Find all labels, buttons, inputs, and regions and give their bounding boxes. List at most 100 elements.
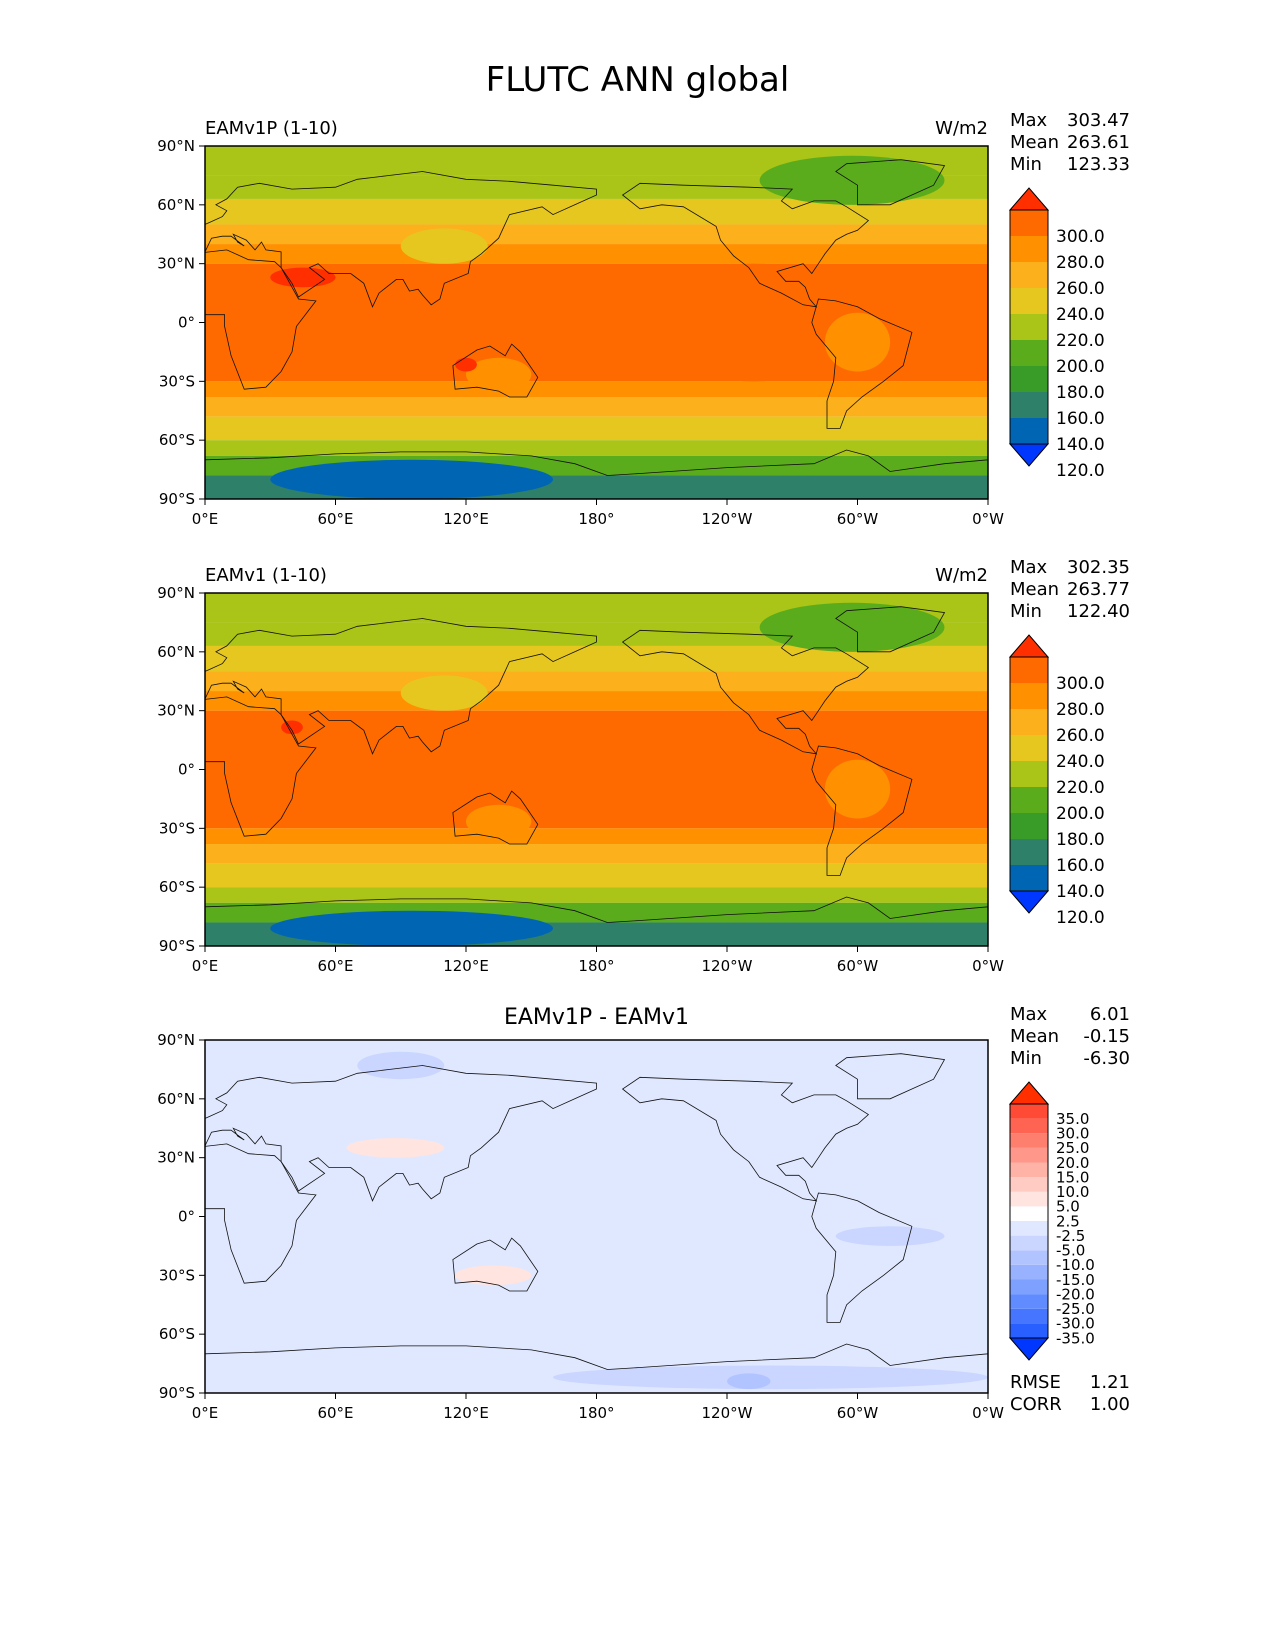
colorbar-level-label: 280.0 [1056, 700, 1105, 720]
stat-value: 263.61 [1067, 132, 1130, 153]
y-tick-label: 60°S [159, 878, 195, 896]
colorbar-level-label: 300.0 [1056, 227, 1105, 247]
colorbar-swatch [1010, 392, 1048, 418]
x-tick-label: 60°E [317, 510, 353, 528]
colorbar-level-label: -30.0 [1056, 1315, 1095, 1333]
y-tick-label: 60°S [159, 1325, 195, 1343]
field-layer [205, 146, 988, 499]
colorbar-extend-min [1008, 443, 1050, 467]
anomaly-region-5 [727, 1373, 771, 1390]
stat-label: Max [1010, 110, 1048, 131]
zonal-band-7 [205, 844, 988, 864]
anomaly-region-0 [357, 1051, 445, 1080]
panel1-title-left: EAMv1P (1-10) [205, 118, 338, 139]
colorbar-level-label: 5.0 [1056, 1198, 1080, 1216]
colorbar-level-label: 180.0 [1056, 830, 1105, 850]
colorbar-level-label: 2.5 [1056, 1212, 1080, 1230]
field-layer [205, 1040, 988, 1393]
x-tick-label: 180° [578, 1404, 614, 1422]
panel2-title-left: EAMv1 (1-10) [205, 565, 327, 586]
x-tick-label: 0°E [192, 957, 219, 975]
x-tick-label: 120°E [443, 1404, 489, 1422]
colorbar-swatch [1010, 683, 1048, 709]
colorbar-swatch [1010, 1250, 1048, 1265]
stat-value: 6.01 [1089, 1004, 1130, 1025]
stat-value: 1.21 [1089, 1372, 1130, 1393]
colorbar-level-label: 240.0 [1056, 305, 1105, 325]
colorbar-swatch [1010, 1308, 1048, 1324]
coastline-greenland [835, 1053, 946, 1100]
coastline-south-america [811, 298, 913, 429]
stat-label: CORR [1010, 1394, 1062, 1415]
panel1-map: 0°E 60°E 120°E 180° 120°W 60°W 0°W 90°N 60°N 30°N… [157, 137, 1004, 528]
stat-label: Mean [1010, 1026, 1060, 1047]
stat-label: Min [1010, 601, 1042, 622]
y-tick-label: 0° [178, 1208, 195, 1226]
x-tick-label: 0°E [192, 510, 219, 528]
colorbar-level-label: -20.0 [1056, 1285, 1095, 1303]
colorbar-level-label: 260.0 [1056, 279, 1105, 299]
y-tick-label: 30°N [157, 255, 195, 273]
y-tick-label: 60°N [157, 643, 195, 661]
y-tick-label: 0° [178, 314, 195, 332]
x-tick-label: 180° [578, 510, 614, 528]
stat-label: Max [1010, 1004, 1048, 1025]
colorbar-level-label: 300.0 [1056, 674, 1105, 694]
panel2-colorbar: 300.0 280.0 260.0 240.0 220.0 200.0 180.0 160.0… [1008, 634, 1105, 927]
anomaly-region-5 [455, 357, 477, 372]
anomaly-region-5 [759, 602, 945, 652]
stat-label: Min [1010, 1048, 1042, 1069]
colorbar-level-label: 140.0 [1056, 435, 1105, 455]
anomaly-region-1 [466, 357, 532, 392]
x-tick-label: 0°W [972, 1404, 1004, 1422]
colorbar-swatch [1010, 813, 1048, 839]
colorbar-frame [1009, 656, 1049, 892]
colorbar-level-label: 240.0 [1056, 752, 1105, 772]
colorbar-swatch [1010, 1118, 1048, 1134]
colorbar-swatch [1010, 1206, 1048, 1221]
colorbar-level-label: 220.0 [1056, 331, 1105, 351]
anomaly-region-2 [824, 312, 891, 372]
colorbar-level-label: 15.0 [1056, 1168, 1089, 1186]
colorbar-swatch [1010, 1177, 1048, 1192]
panel1-stats: Max 303.47 Mean 263.61 Min 123.33 [1010, 110, 1130, 176]
y-tick-label: 60°N [157, 1090, 195, 1108]
zonal-band-9 [205, 887, 988, 903]
colorbar-swatch [1010, 1133, 1048, 1148]
anomaly-region-3 [835, 1226, 945, 1246]
colorbar-swatch [1010, 1264, 1048, 1280]
coastline-antarctica [205, 1343, 988, 1393]
anomaly-region-0 [466, 804, 532, 839]
coastline-south-america [811, 1192, 913, 1323]
coastline-south-america [811, 745, 913, 876]
colorbar-swatch [1010, 761, 1048, 787]
y-tick-label: 90°N [157, 584, 195, 602]
coastline-europe-asia [205, 171, 597, 308]
y-tick-label: 90°S [159, 490, 195, 508]
coastline-africa [205, 696, 317, 837]
zonal-band-6 [205, 828, 988, 845]
anomaly-region-4 [553, 1365, 988, 1390]
zonal-band-7 [205, 397, 988, 417]
panel3-stats: Max 6.01 Mean -0.15 Min -6.30 [1010, 1004, 1130, 1070]
zonal-band-4 [205, 691, 988, 711]
anomaly-region-1 [824, 759, 891, 819]
y-tick-label: 0° [178, 761, 195, 779]
coastline-north-america [621, 629, 870, 755]
colorbar-level-label: 120.0 [1056, 908, 1105, 927]
coastline-antarctica [205, 896, 988, 946]
coastline-north-america [621, 1076, 870, 1202]
panel3-colorbar: 35.030.025.020.015.010.05.02.5-2.5-5.0-1… [1008, 1081, 1095, 1361]
colorbar-level-label: 35.0 [1056, 1110, 1089, 1128]
colorbar-level-label: 120.0 [1056, 461, 1105, 480]
colorbar-level-label: 30.0 [1056, 1125, 1089, 1143]
y-tick-label: 90°N [157, 1031, 195, 1049]
colorbar-level-label: -5.0 [1056, 1242, 1085, 1260]
y-tick-label: 30°S [159, 819, 195, 837]
x-tick-label: 0°W [972, 957, 1004, 975]
stat-label: Min [1010, 154, 1042, 175]
colorbar-frame [1009, 1103, 1049, 1339]
colorbar-level-label: 160.0 [1056, 856, 1105, 876]
anomaly-region-3 [281, 720, 303, 735]
x-tick-label: 60°W [837, 957, 879, 975]
